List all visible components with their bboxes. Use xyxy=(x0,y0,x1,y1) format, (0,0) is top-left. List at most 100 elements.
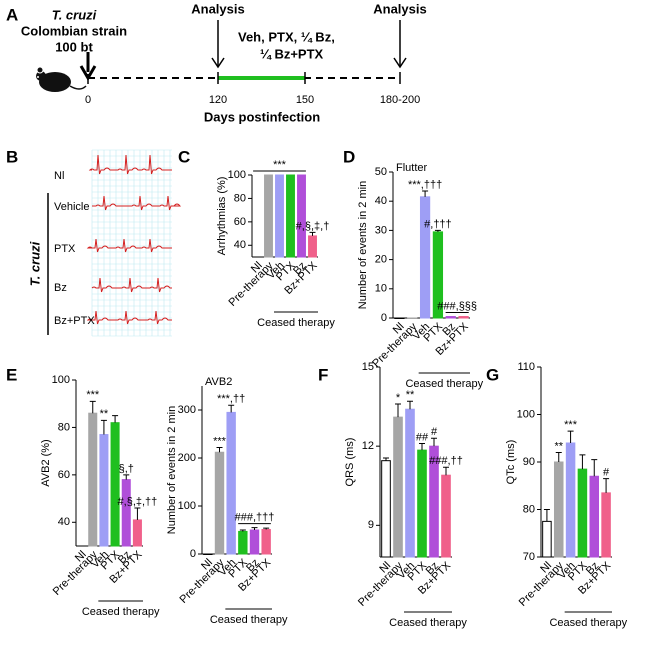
bar xyxy=(553,461,564,558)
y-tick-label: 12 xyxy=(362,440,374,452)
chart-title: Flutter xyxy=(396,162,428,174)
error-bar xyxy=(555,452,562,462)
ecg-trace xyxy=(92,195,182,211)
y-tick-label: 80 xyxy=(523,503,535,515)
y-tick-label: 40 xyxy=(58,516,70,528)
group-label: Ceased therapy xyxy=(82,606,160,618)
significance-label: #,§,‡,†† xyxy=(118,496,158,508)
error-bar xyxy=(239,529,246,532)
bar xyxy=(121,479,131,547)
error-bar xyxy=(89,400,96,414)
y-tick-label: 80 xyxy=(58,421,70,433)
y-tick-label: 10 xyxy=(375,283,387,295)
ecg-row-label: Bz+PTX xyxy=(54,315,95,327)
significance-label: ** xyxy=(406,389,415,401)
y-tick-label: 100 xyxy=(52,374,70,386)
y-tick-label: 300 xyxy=(178,404,196,416)
analysis-arrow-head xyxy=(211,57,225,69)
y-tick-label: 20 xyxy=(375,254,387,266)
bar xyxy=(419,196,431,319)
y-axis-label: Number of events in 2 min xyxy=(166,406,178,534)
error-bar xyxy=(407,400,413,410)
y-tick-label: 100 xyxy=(178,500,196,512)
error-bar xyxy=(422,190,429,197)
bracket-label: ###,††† xyxy=(235,512,275,524)
analysis-label: Analysis xyxy=(373,1,426,16)
bar xyxy=(275,174,284,258)
bar xyxy=(203,553,213,555)
ecg-trace xyxy=(91,277,172,293)
bar xyxy=(445,316,456,319)
significance-label: ***,††† xyxy=(408,179,442,191)
treatment-label: ¼ Bz+PTX xyxy=(260,46,324,61)
ecg-trace xyxy=(88,154,172,175)
bar xyxy=(238,530,248,555)
ecg-trace xyxy=(86,238,172,253)
y-tick-label: 200 xyxy=(178,452,196,464)
bracket-label: *** xyxy=(273,159,287,171)
bar xyxy=(577,468,588,558)
y-tick-label: 100 xyxy=(228,169,246,181)
bar xyxy=(394,317,405,319)
bar xyxy=(264,174,273,258)
error-bar xyxy=(112,415,119,423)
y-axis-label: Number of events in 2 min xyxy=(357,181,369,309)
bar xyxy=(381,460,391,558)
error-bar xyxy=(395,403,401,418)
bar xyxy=(99,434,109,547)
y-tick-label: 30 xyxy=(375,224,387,236)
significance-label: *** xyxy=(213,435,227,447)
significance-label: #,§,‡,† xyxy=(296,220,330,232)
error-bar xyxy=(383,457,389,461)
bar xyxy=(405,408,415,558)
panel-letter: D xyxy=(343,147,355,166)
infection-label: Colombian strain xyxy=(21,23,127,38)
error-bar xyxy=(263,527,270,530)
analysis-arrow-head xyxy=(393,57,407,69)
y-tick-label: 40 xyxy=(375,195,387,207)
bar xyxy=(601,492,611,558)
error-bar xyxy=(134,507,141,520)
y-tick-label: 90 xyxy=(523,456,535,468)
y-axis-label: QRS (ms) xyxy=(344,438,356,487)
error-bar xyxy=(228,404,235,413)
error-bar xyxy=(123,474,130,480)
significance-label: #,††† xyxy=(424,218,452,230)
bar xyxy=(110,422,120,547)
timeline-tick-label: 0 xyxy=(85,94,91,106)
error-bar xyxy=(434,229,441,232)
bar xyxy=(297,174,306,258)
y-tick-label: 0 xyxy=(190,548,196,560)
ecg-row-label: Nl xyxy=(54,170,64,182)
bar xyxy=(458,316,469,319)
ecg-row-label: Bz xyxy=(54,282,67,294)
significance-label: ** xyxy=(100,408,109,420)
panel-letter: F xyxy=(318,365,328,384)
bar xyxy=(393,416,403,558)
bar xyxy=(407,317,418,319)
significance-label: # xyxy=(603,467,610,479)
error-bar xyxy=(251,527,258,530)
y-tick-label: 100 xyxy=(517,408,535,420)
timeline-tick-label: 150 xyxy=(296,94,314,106)
bar xyxy=(226,411,236,555)
bar xyxy=(214,451,225,555)
significance-label: §,† xyxy=(119,463,134,475)
y-tick-label: 15 xyxy=(362,361,374,373)
y-tick-label: 40 xyxy=(234,239,246,251)
y-tick-label: 60 xyxy=(234,216,246,228)
bracket-label: ###,§§§ xyxy=(437,300,477,312)
panel-letter: B xyxy=(6,147,18,166)
group-label: Ceased therapy xyxy=(549,617,627,629)
significance-label: *** xyxy=(86,389,100,401)
y-axis-label: Arrhythmias (%) xyxy=(216,177,228,256)
group-label: Ceased therapy xyxy=(389,617,467,629)
y-tick-label: 110 xyxy=(517,361,535,373)
timeline-x-label: Days postinfection xyxy=(204,109,320,124)
timeline-tick-label: 180-200 xyxy=(380,94,420,106)
y-tick-label: 0 xyxy=(381,312,387,324)
significance-label: ** xyxy=(554,440,563,452)
bar xyxy=(441,474,451,558)
ecg-row-label: Vehicle xyxy=(54,201,89,213)
bar xyxy=(249,529,260,555)
